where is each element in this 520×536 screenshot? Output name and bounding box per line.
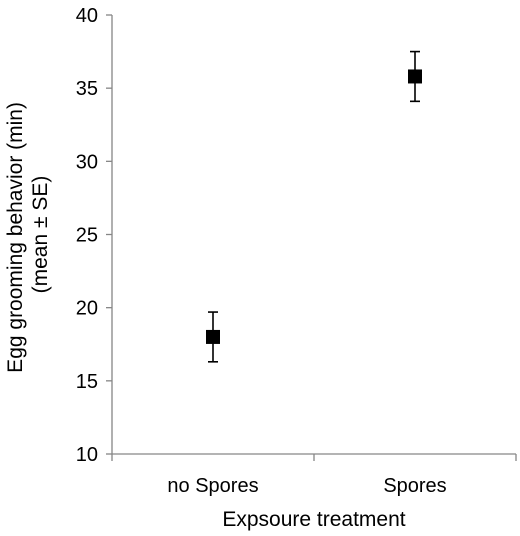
y-axis-ticks: 10 15 20 25 30 35 40 — [76, 5, 112, 466]
y-tick-label: 25 — [76, 225, 98, 247]
y-tick-label: 40 — [76, 5, 98, 27]
x-tick-label: Spores — [383, 475, 446, 497]
y-tick-label: 20 — [76, 298, 98, 320]
data-point — [408, 69, 422, 84]
data-point — [206, 329, 220, 344]
y-tick-label: 35 — [76, 78, 98, 100]
x-tick-label: no Spores — [167, 475, 258, 497]
y-axis-title: Egg grooming behavior (min) (mean ± SE) — [4, 96, 52, 373]
y-tick-label: 15 — [76, 371, 98, 393]
y-axis-title-line-1: Egg grooming behavior (min) — [4, 102, 27, 373]
x-axis-ticks: no Spores Spores — [111, 454, 517, 497]
y-tick-label: 30 — [76, 151, 98, 173]
y-tick-label: 10 — [76, 444, 98, 466]
y-axis-title-line-2: (mean ± SE) — [29, 176, 52, 294]
x-axis-title: Expsoure treatment — [222, 508, 405, 531]
data-points — [206, 50, 422, 363]
axes — [111, 15, 516, 455]
